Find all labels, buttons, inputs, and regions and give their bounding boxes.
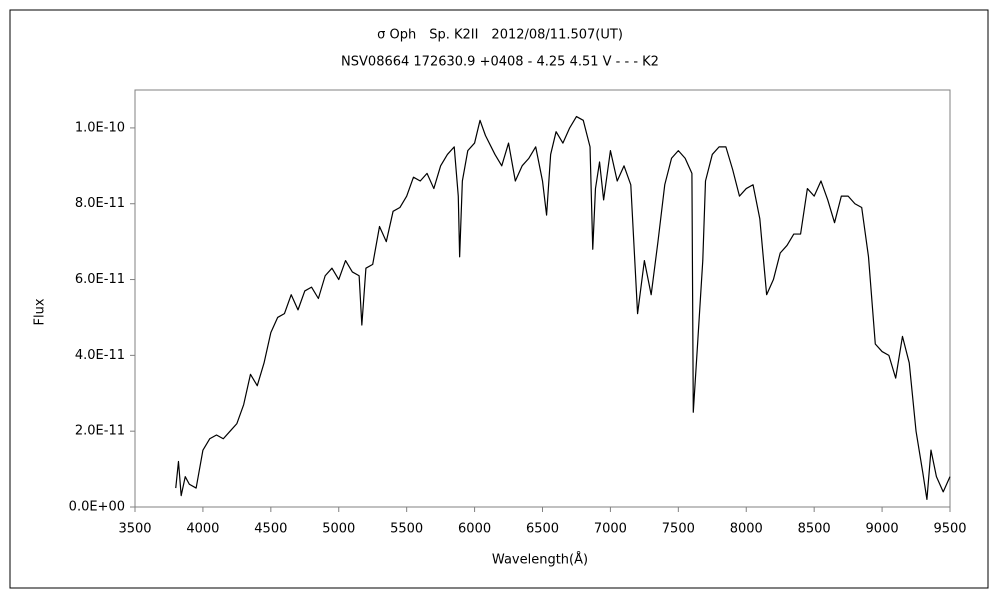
y-tick-label: 0.0E+00 bbox=[69, 500, 125, 515]
x-axis-label: Wavelength(Å) bbox=[492, 552, 588, 568]
x-tick-label: 8000 bbox=[730, 522, 763, 537]
x-tick-label: 5500 bbox=[390, 522, 423, 537]
y-tick-label: 8.0E-11 bbox=[75, 196, 125, 211]
x-tick-label: 3500 bbox=[118, 522, 151, 537]
y-tick-label: 6.0E-11 bbox=[75, 272, 125, 287]
y-tick-label: 2.0E-11 bbox=[75, 424, 125, 439]
x-tick-label: 9000 bbox=[866, 522, 899, 537]
x-tick-label: 7500 bbox=[662, 522, 695, 537]
spectrum-line bbox=[175, 115, 951, 501]
x-tick-label: 4500 bbox=[254, 522, 287, 537]
chart-subtitle: NSV08664 172630.9 +0408 - 4.25 4.51 V - … bbox=[341, 55, 659, 70]
x-tick-label: 4000 bbox=[186, 522, 219, 537]
x-tick-label: 8500 bbox=[798, 522, 831, 537]
y-tick-label: 1.0E-10 bbox=[75, 120, 125, 135]
x-tick-label: 6500 bbox=[526, 522, 559, 537]
x-tick-label: 5000 bbox=[322, 522, 355, 537]
x-tick-label: 6000 bbox=[458, 522, 491, 537]
y-axis-label: Flux bbox=[33, 298, 48, 325]
chart-title: σ Oph Sp. K2II 2012/08/11.507(UT) bbox=[377, 28, 623, 43]
x-tick-label: 9500 bbox=[933, 522, 966, 537]
x-tick-label: 7000 bbox=[594, 522, 627, 537]
y-tick-label: 4.0E-11 bbox=[75, 348, 125, 363]
chart-frame bbox=[9, 9, 989, 589]
